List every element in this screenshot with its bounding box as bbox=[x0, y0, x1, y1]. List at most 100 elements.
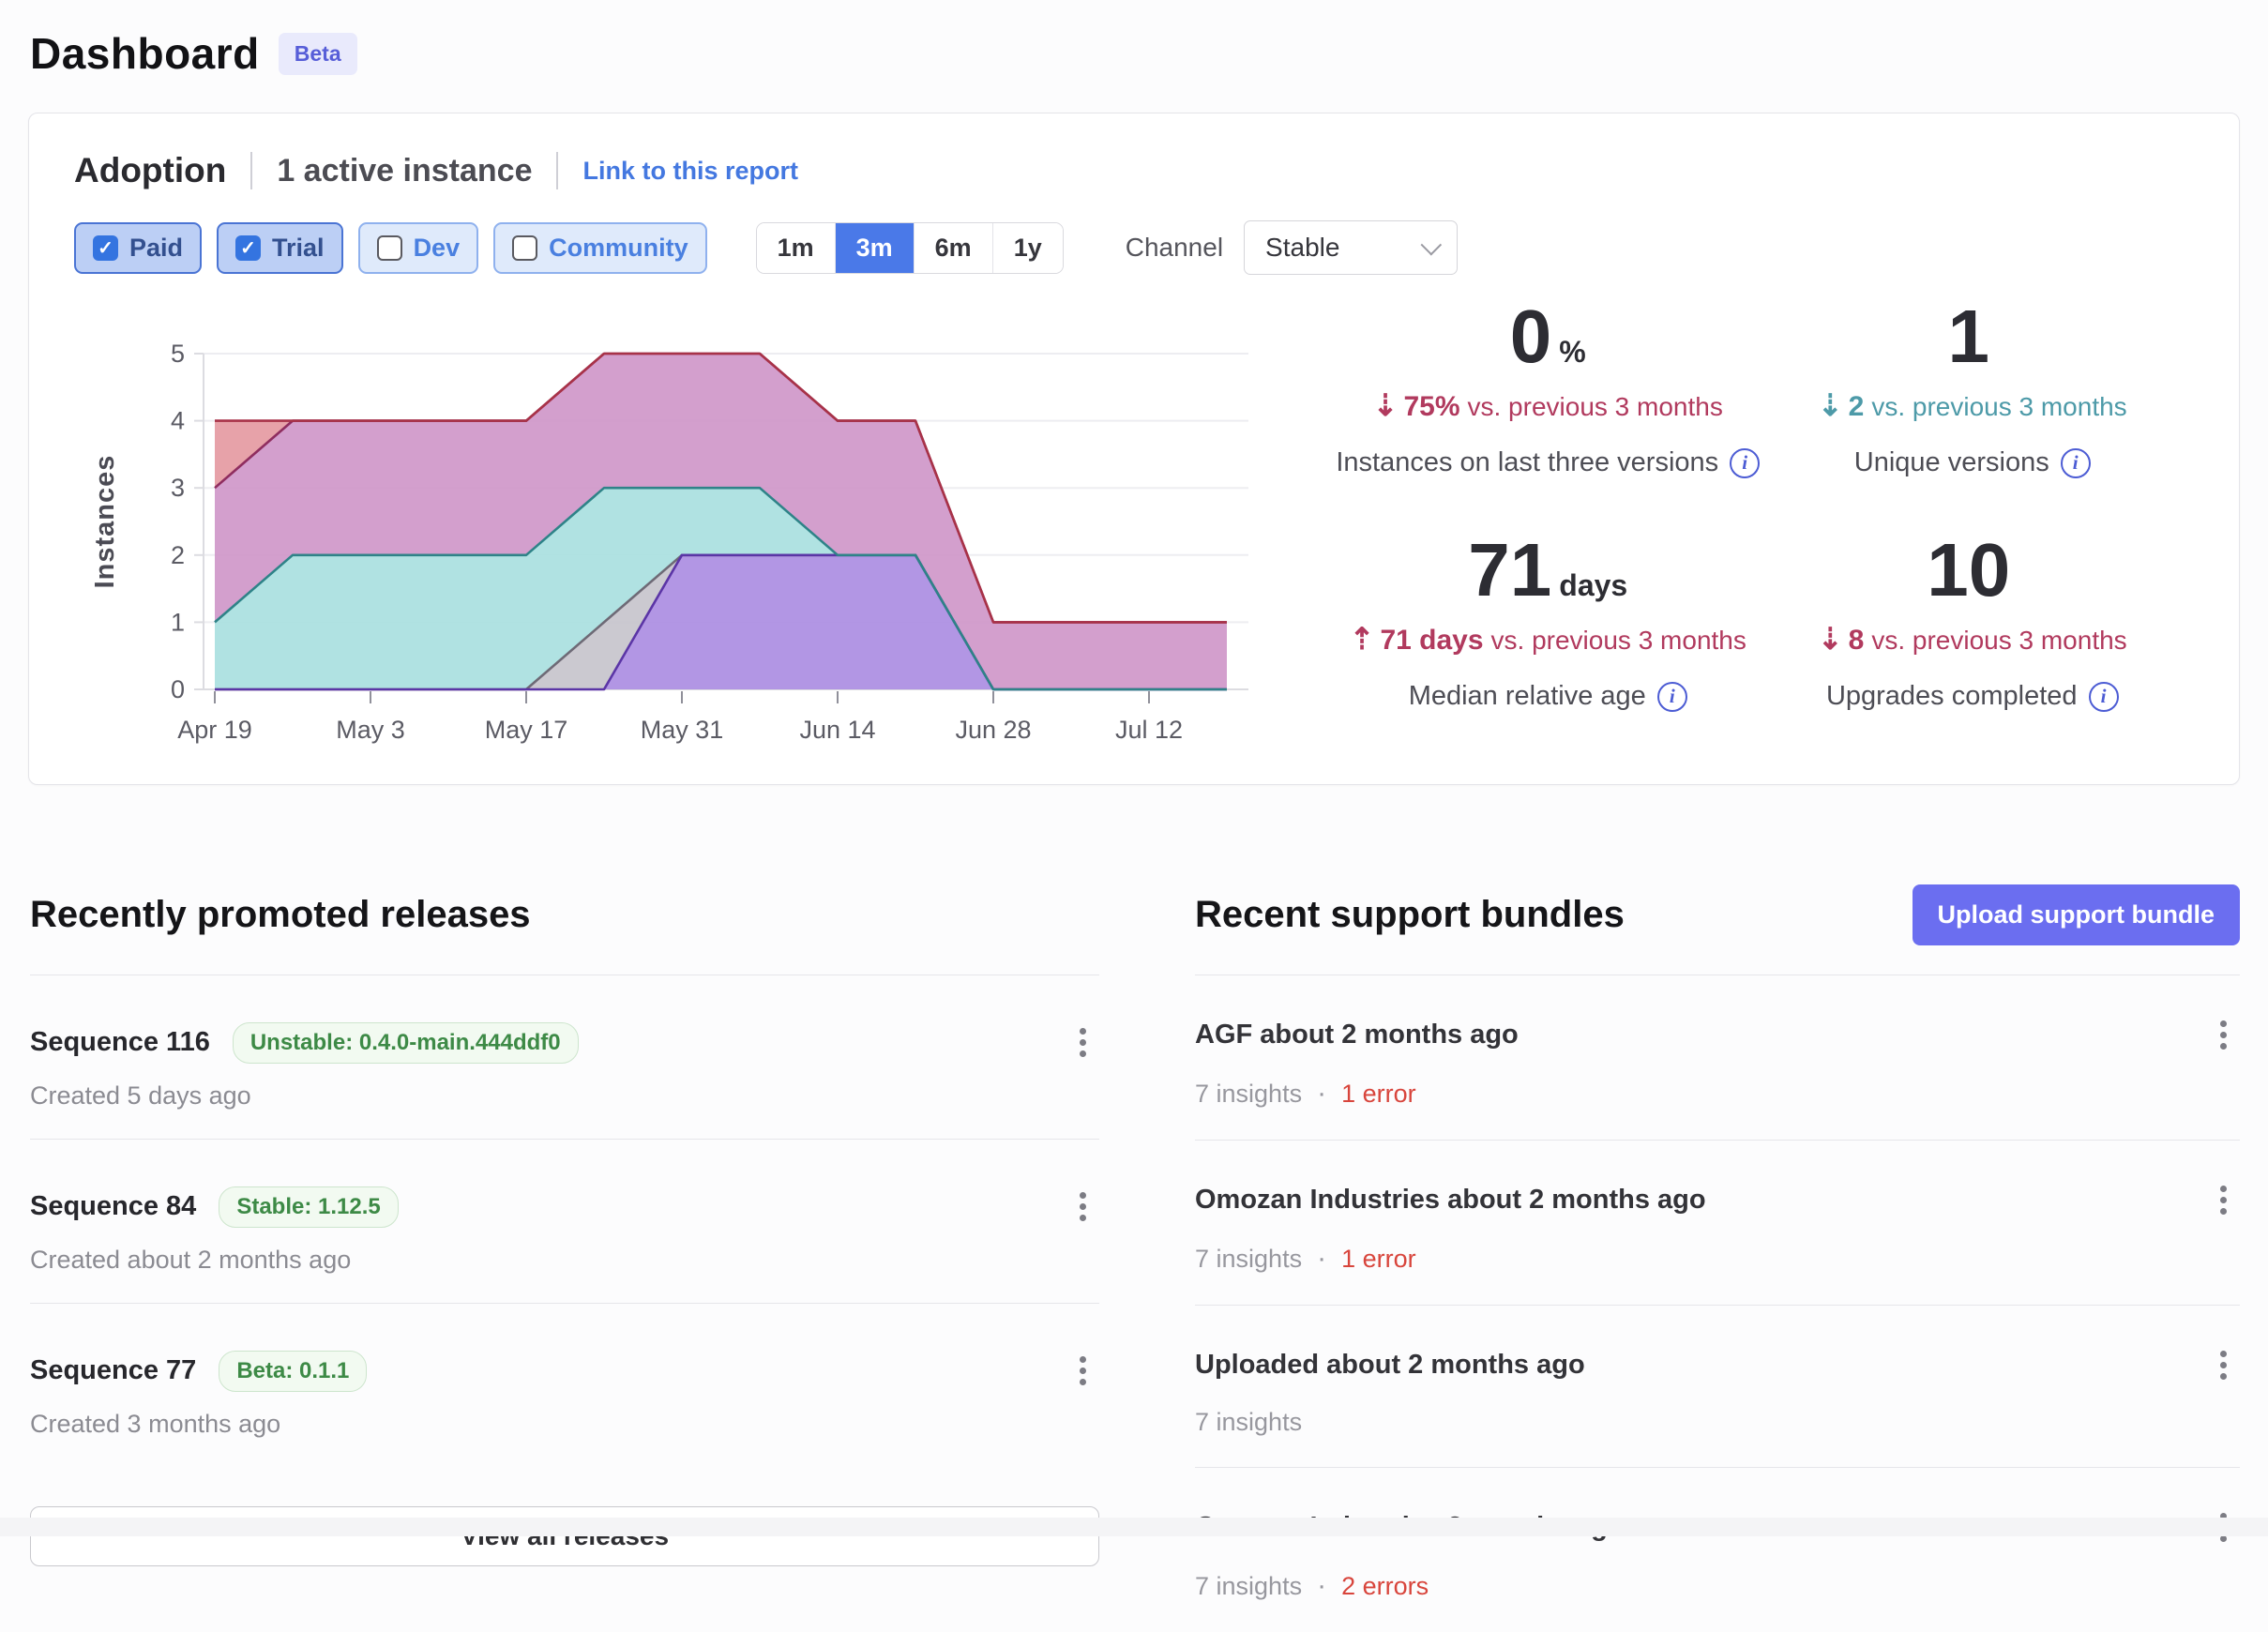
bundle-errors: 1 error bbox=[1341, 1244, 1416, 1273]
adoption-chart: 0 1 2 3 4 5 Apr 19 May 3 May 17 May 31 Jun 14 Jun 2… bbox=[74, 288, 1308, 762]
info-icon[interactable]: i bbox=[2088, 681, 2119, 712]
svg-text:5: 5 bbox=[171, 340, 185, 368]
kebab-menu-icon[interactable] bbox=[2207, 1013, 2240, 1057]
page-title: Dashboard bbox=[30, 29, 260, 78]
range-6m[interactable]: 6m bbox=[914, 222, 993, 273]
info-icon[interactable]: i bbox=[1730, 447, 1761, 478]
stat-unit: days bbox=[1559, 568, 1628, 602]
release-created: Created 3 months ago bbox=[30, 1410, 281, 1438]
svg-text:May 3: May 3 bbox=[336, 716, 405, 744]
svg-text:4: 4 bbox=[171, 407, 185, 435]
stat-unique-versions: 1 ⇣ 2 vs. previous 3 months Unique version… bbox=[1761, 299, 2185, 478]
filter-chip-label: Dev bbox=[413, 233, 461, 262]
kebab-menu-icon[interactable] bbox=[1066, 1185, 1099, 1229]
dashboard-screen: Dashboard Beta Adoption 1 active instanc… bbox=[0, 29, 2268, 1601]
chevron-down-icon bbox=[1420, 234, 1443, 256]
bundle-insights: 7 insights bbox=[1195, 1244, 1303, 1273]
channel-dropdown[interactable]: Stable bbox=[1244, 220, 1459, 275]
stat-delta-suffix: vs. previous 3 months bbox=[1871, 626, 2127, 655]
release-name: Sequence 116 bbox=[30, 1027, 210, 1057]
releases-section: Recently promoted releases Sequence 116 … bbox=[30, 883, 1099, 1632]
stat-delta-suffix: vs. previous 3 months bbox=[1490, 626, 1746, 655]
adoption-controls: ✓ Paid ✓ Trial Dev Community 1m 3m bbox=[74, 220, 2194, 275]
adoption-chart-svg: 0 1 2 3 4 5 Apr 19 May 3 May 17 May 31 Jun 14 Jun 2… bbox=[90, 340, 1248, 744]
release-created: Created about 2 months ago bbox=[30, 1246, 352, 1274]
stat-value: 71 bbox=[1468, 528, 1552, 612]
adoption-card: Adoption 1 active instance Link to this … bbox=[28, 113, 2240, 785]
range-3m[interactable]: 3m bbox=[835, 222, 915, 273]
stat-median-relative-age: 71 days ⇡ 71 days vs. previous 3 months Me… bbox=[1336, 533, 1761, 712]
bundle-name: Omozan Industries about 2 months ago bbox=[1195, 1185, 1706, 1215]
release-name: Sequence 77 bbox=[30, 1355, 197, 1385]
divider bbox=[556, 152, 559, 189]
stat-label-row: Unique versions i bbox=[1761, 447, 2185, 478]
stat-delta-value: 2 bbox=[1848, 391, 1865, 422]
filter-chip-label: Paid bbox=[129, 233, 184, 262]
bundle-name: AGF about 2 months ago bbox=[1195, 1020, 1519, 1050]
filter-chip-community[interactable]: Community bbox=[493, 221, 707, 274]
dot-separator: · bbox=[1317, 1243, 1327, 1274]
filter-chip-label: Community bbox=[549, 233, 688, 262]
svg-text:2: 2 bbox=[171, 541, 185, 569]
kebab-menu-icon[interactable] bbox=[2207, 1343, 2240, 1387]
svg-text:May 17: May 17 bbox=[485, 716, 568, 744]
range-1y[interactable]: 1y bbox=[992, 222, 1063, 273]
checkbox-unchecked-icon bbox=[512, 234, 538, 261]
stat-upgrades-completed: 10 ⇣ 8 vs. previous 3 months Upgrades comp… bbox=[1761, 533, 2185, 712]
stat-delta-value: 71 days bbox=[1380, 625, 1484, 656]
filter-chip-trial[interactable]: ✓ Trial bbox=[217, 221, 343, 274]
stat-delta: ⇣ 75% vs. previous 3 months bbox=[1336, 387, 1761, 423]
stat-delta: ⇣ 8 vs. previous 3 months bbox=[1761, 621, 2185, 657]
stat-value: 1 bbox=[1947, 295, 1990, 378]
stat-label: Instances on last three versions bbox=[1336, 447, 1719, 477]
stat-value: 10 bbox=[1927, 528, 2011, 612]
adoption-stats: 0 % ⇣ 75% vs. previous 3 months Instances … bbox=[1308, 288, 2194, 762]
svg-text:Jul 12: Jul 12 bbox=[1115, 716, 1183, 744]
arrow-up-icon: ⇡ bbox=[1349, 622, 1375, 656]
divider bbox=[250, 152, 253, 189]
bundle-insights: 7 insights bbox=[1195, 1571, 1303, 1600]
svg-text:Jun 14: Jun 14 bbox=[799, 716, 875, 744]
bundles-heading: Recent support bundles bbox=[1195, 893, 1625, 935]
upload-support-bundle-button[interactable]: Upload support bundle bbox=[1912, 884, 2240, 945]
stat-delta-value: 8 bbox=[1848, 625, 1865, 656]
release-created: Created 5 days ago bbox=[30, 1081, 251, 1110]
bundle-errors: 1 error bbox=[1341, 1079, 1416, 1108]
active-instances-count: 1 active instance bbox=[277, 152, 533, 189]
bundle-errors: 2 errors bbox=[1341, 1571, 1429, 1600]
info-icon[interactable]: i bbox=[1656, 681, 1687, 712]
bundle-row: Uploaded about 2 months ago 7 insights bbox=[1195, 1306, 2240, 1468]
beta-badge: Beta bbox=[278, 32, 357, 75]
adoption-title: Adoption bbox=[74, 151, 227, 189]
arrow-down-icon: ⇣ bbox=[1372, 388, 1399, 422]
filter-chip-paid[interactable]: ✓ Paid bbox=[74, 221, 203, 274]
stat-delta: ⇣ 2 vs. previous 3 months bbox=[1761, 387, 2185, 423]
stat-value: 0 bbox=[1509, 295, 1552, 378]
svg-text:1: 1 bbox=[171, 608, 185, 636]
stat-label-row: Median relative age i bbox=[1336, 681, 1761, 712]
info-icon[interactable]: i bbox=[2060, 447, 2091, 478]
bundle-row: Omozan Industries 3 months ago 7 insight… bbox=[1195, 1468, 2240, 1632]
kebab-menu-icon[interactable] bbox=[1066, 1020, 1099, 1065]
channel-label: Channel bbox=[1125, 233, 1224, 262]
view-all-releases-button[interactable]: View all releases bbox=[30, 1506, 1099, 1566]
svg-text:3: 3 bbox=[171, 474, 185, 502]
checkbox-checked-icon: ✓ bbox=[93, 234, 118, 261]
range-1m[interactable]: 1m bbox=[756, 222, 836, 273]
stat-unit: % bbox=[1559, 335, 1586, 369]
filter-chip-dev[interactable]: Dev bbox=[357, 221, 479, 274]
page-bottom-strip bbox=[0, 1518, 2268, 1536]
link-to-report[interactable]: Link to this report bbox=[582, 156, 798, 185]
svg-text:Apr 19: Apr 19 bbox=[177, 716, 252, 744]
time-range-segmented-control: 1m 3m 6m 1y bbox=[755, 221, 1064, 274]
bundle-insights: 7 insights bbox=[1195, 1408, 1303, 1436]
bundle-insights: 7 insights bbox=[1195, 1079, 1303, 1108]
svg-text:Jun 28: Jun 28 bbox=[955, 716, 1031, 744]
releases-header: Recently promoted releases bbox=[30, 883, 1099, 946]
dot-separator: · bbox=[1317, 1570, 1327, 1601]
release-name: Sequence 84 bbox=[30, 1191, 197, 1221]
kebab-menu-icon[interactable] bbox=[2207, 1178, 2240, 1222]
filter-chip-label: Trial bbox=[272, 233, 325, 262]
kebab-menu-icon[interactable] bbox=[1066, 1349, 1099, 1393]
bundles-header: Recent support bundles Upload support bu… bbox=[1195, 883, 2240, 946]
